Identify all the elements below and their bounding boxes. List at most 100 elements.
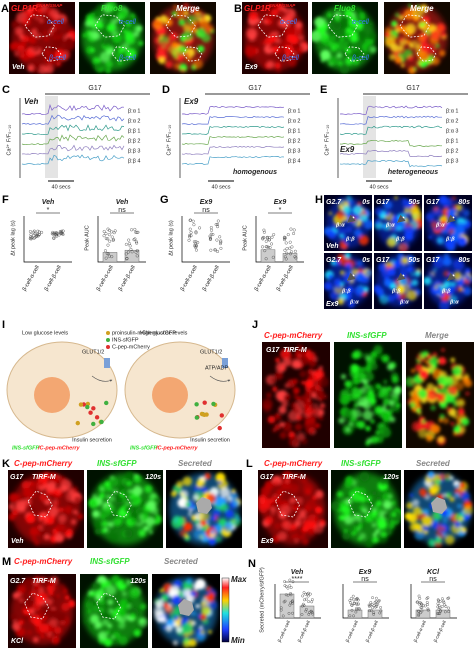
dot — [189, 234, 193, 238]
blob — [415, 363, 424, 372]
label: Secreted — [416, 459, 451, 468]
blob — [93, 10, 100, 18]
blob — [346, 286, 354, 294]
blob — [284, 383, 290, 389]
blob — [354, 285, 365, 297]
cell-outline — [274, 46, 295, 62]
blob — [169, 32, 178, 41]
blob — [89, 614, 100, 624]
dot — [135, 230, 139, 234]
blob — [369, 398, 377, 405]
blob — [389, 416, 396, 423]
label: β-cell — [48, 55, 66, 62]
blob — [91, 24, 96, 29]
trace — [339, 125, 443, 135]
blob — [314, 16, 325, 28]
blob — [8, 513, 16, 521]
label: G17 — [426, 257, 440, 264]
dot — [284, 593, 288, 597]
blob — [297, 44, 302, 49]
panel-letter: L — [246, 458, 253, 470]
blob — [450, 422, 455, 426]
blob — [438, 418, 443, 423]
blob — [375, 430, 380, 435]
blob — [344, 408, 355, 419]
blob — [391, 500, 396, 505]
blob — [140, 500, 146, 506]
blob — [293, 387, 300, 395]
blob — [39, 623, 49, 633]
dot — [302, 591, 306, 594]
blob — [278, 511, 287, 520]
dot — [289, 593, 293, 597]
blob — [179, 489, 189, 499]
blob — [396, 225, 403, 232]
blob — [353, 205, 363, 215]
dot — [373, 601, 377, 604]
blob — [303, 41, 307, 45]
dot — [193, 242, 197, 246]
dot — [372, 604, 376, 607]
dot — [267, 236, 271, 240]
blob — [92, 510, 100, 518]
blob — [107, 521, 114, 527]
dot — [124, 242, 128, 246]
blob — [289, 483, 299, 494]
blob — [48, 472, 59, 483]
blob — [429, 538, 434, 542]
trace — [21, 144, 125, 155]
blob — [337, 253, 345, 262]
blob — [294, 21, 303, 29]
dot — [107, 228, 111, 232]
micrograph — [331, 470, 401, 548]
label: * — [47, 207, 50, 214]
dot — [28, 230, 32, 234]
dot — [134, 240, 138, 244]
label: β:α 3 — [446, 128, 458, 134]
blob — [92, 494, 98, 499]
dot — [135, 249, 139, 253]
dot — [267, 238, 271, 242]
dot — [194, 231, 198, 235]
trace — [21, 134, 125, 145]
dot — [357, 606, 361, 610]
blob — [424, 530, 428, 535]
blob — [465, 267, 471, 274]
blob — [11, 508, 19, 516]
blob — [437, 436, 445, 443]
transporter — [222, 358, 228, 368]
blob — [309, 428, 314, 432]
blob — [164, 604, 173, 614]
label: 80s — [458, 257, 470, 264]
blob — [361, 377, 365, 381]
granule — [91, 406, 96, 411]
blob — [388, 494, 393, 499]
label: SNAP/SNAP — [36, 3, 63, 8]
arrow — [91, 375, 113, 382]
dot — [58, 229, 62, 233]
dot — [447, 606, 451, 610]
dot — [352, 598, 356, 602]
blob — [19, 53, 25, 59]
dot — [52, 236, 56, 240]
blob — [356, 30, 367, 41]
dot — [188, 233, 192, 237]
blob — [159, 598, 164, 603]
blob — [406, 376, 416, 388]
blob — [391, 389, 401, 398]
blob — [99, 514, 106, 520]
trace — [181, 136, 285, 145]
label: INS-sfGFP — [341, 459, 381, 468]
blob — [188, 509, 193, 513]
blob — [114, 52, 122, 60]
label: Low glucose levels — [22, 330, 68, 336]
blob — [320, 49, 331, 61]
blob — [134, 482, 139, 486]
blob — [344, 515, 353, 525]
blob — [438, 300, 450, 309]
blob — [433, 257, 445, 269]
blob — [219, 487, 231, 498]
blob — [133, 474, 142, 483]
blob — [113, 517, 122, 527]
blob — [395, 24, 400, 29]
